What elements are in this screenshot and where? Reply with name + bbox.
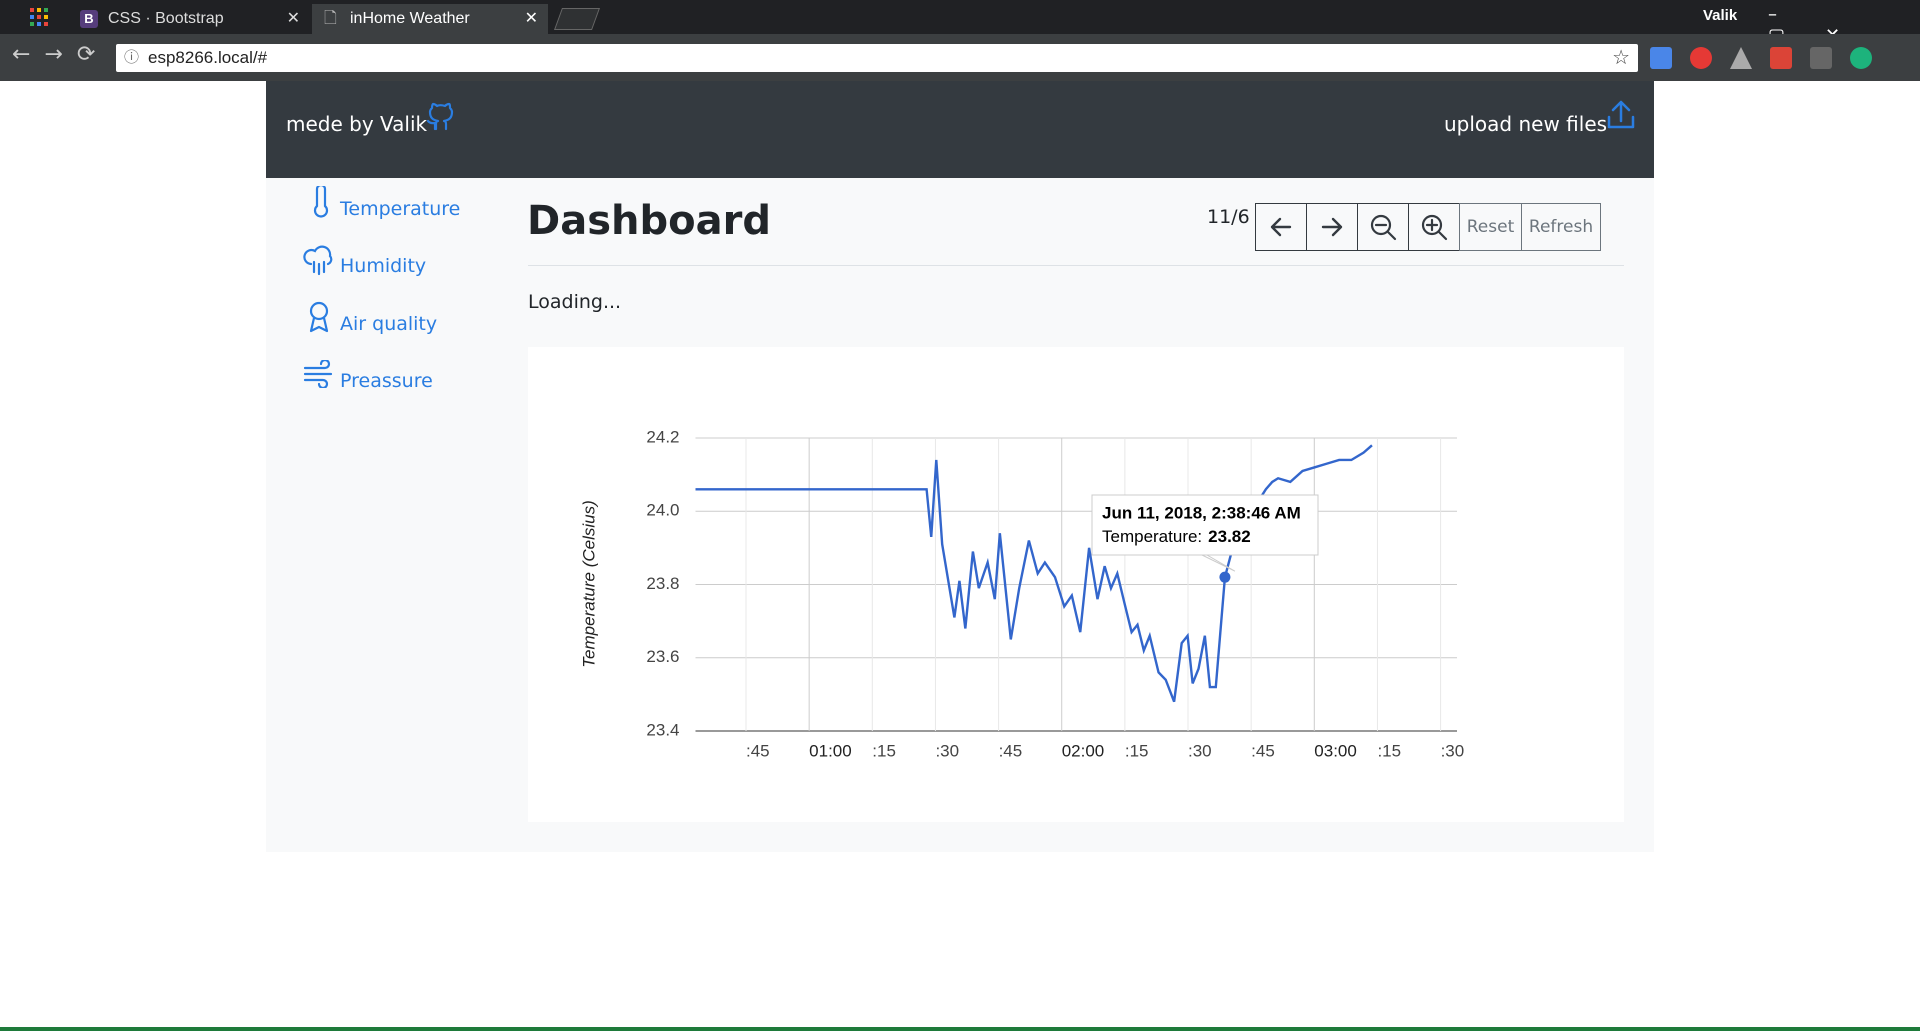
x-tick-label: :15 [1377, 741, 1401, 760]
tooltip-value: 23.82 [1208, 527, 1251, 546]
navbar: mede by Valik upload new files [266, 81, 1654, 178]
tab-title: CSS · Bootstrap [108, 10, 224, 27]
tooltip-body: Temperature: 23.82 [1102, 527, 1251, 546]
nav-buttons[interactable]: ←→⟳ [12, 42, 110, 67]
extensions [1650, 47, 1872, 69]
extension[interactable] [1690, 47, 1712, 69]
x-tick-label: :30 [935, 741, 959, 760]
tab-close[interactable]: ✕ [524, 10, 538, 27]
url-field[interactable]: ⓘ esp8266.local/# ☆ [116, 44, 1638, 72]
page-title: Dashboard [527, 198, 771, 244]
y-tick-label: 23.4 [646, 720, 679, 739]
new-tab[interactable] [553, 8, 601, 30]
x-tick-label: :30 [1188, 741, 1212, 760]
chart-panel: 23.4 23.6 23.8 24.0 24.2 :45 01:00 :15 :30 :45 02:… [528, 347, 1624, 822]
sidebar-link[interactable]: Preassure [340, 370, 433, 392]
sidebar-link[interactable]: Temperature [340, 198, 461, 220]
github-icon[interactable] [426, 99, 456, 131]
profile-name[interactable]: Valik [1703, 7, 1738, 24]
refresh-button[interactable]: Refresh [1521, 203, 1601, 251]
arrow-left-icon [1270, 217, 1292, 237]
bootstrap-icon: B [80, 10, 98, 28]
apps-icon[interactable] [30, 8, 48, 26]
tab-title: inHome Weather [350, 10, 470, 27]
brand[interactable]: mede by Valik [286, 112, 428, 136]
info-icon: ⓘ [124, 49, 140, 66]
chart: 23.4 23.6 23.8 24.0 24.2 :45 01:00 :15 :30 :45 02:… [579, 427, 1465, 760]
wind-icon [303, 360, 333, 388]
tab-close[interactable]: ✕ [286, 10, 300, 27]
status-text: Loading... [528, 291, 622, 313]
x-tick-label: :45 [1251, 741, 1275, 760]
sidebar-link[interactable]: Air quality [340, 313, 438, 335]
x-tick-label: 02:00 [1062, 741, 1105, 760]
y-tick-label: 24.2 [646, 427, 679, 446]
tab[interactable]: 🗋 inHome Weather ✕ [312, 4, 548, 34]
page-icon: 🗋 [324, 10, 337, 27]
x-tick-label: 03:00 [1314, 741, 1357, 760]
next-button[interactable] [1306, 203, 1358, 251]
arrow-right-icon [1321, 217, 1343, 237]
x-tick-label: :45 [999, 741, 1023, 760]
x-tick-label: 01:00 [809, 741, 852, 760]
tooltip-title: Jun 11, 2018, 2:38:46 AM [1102, 503, 1301, 522]
y-tick-label: 23.6 [646, 647, 679, 666]
extension[interactable] [1770, 47, 1792, 69]
zoom-in-icon [1421, 214, 1448, 241]
x-tick-label: :15 [872, 741, 896, 760]
prev-button[interactable] [1255, 203, 1307, 251]
url-text: esp8266.local/# [148, 48, 268, 67]
extension[interactable] [1730, 47, 1752, 69]
reset-button[interactable]: Reset [1459, 203, 1522, 251]
humidity-icon [303, 245, 333, 276]
x-tick-label: :15 [1125, 741, 1149, 760]
highlight-point [1219, 571, 1231, 583]
sidebar-link[interactable]: Humidity [340, 255, 427, 277]
bottom-bar [0, 1027, 1920, 1031]
tab-bar: B CSS · Bootstrap ✕ 🗋 inHome Weather ✕ V… [0, 0, 1920, 46]
tab[interactable]: B CSS · Bootstrap ✕ [70, 4, 310, 34]
y-tick-label: 24.0 [646, 501, 679, 520]
bookmark-star[interactable]: ☆ [1612, 47, 1630, 69]
tooltip-label: Temperature: [1102, 527, 1202, 546]
extension[interactable] [1810, 47, 1832, 69]
x-tick-label: :30 [1441, 741, 1465, 760]
thermometer-icon [313, 186, 329, 218]
extension[interactable] [1850, 47, 1872, 69]
upload-icon[interactable] [1606, 99, 1636, 131]
y-axis-title: Temperature (Celsius) [579, 500, 598, 668]
extension[interactable] [1650, 47, 1672, 69]
tooltip-box [1091, 494, 1319, 572]
zoom-out-icon [1370, 214, 1397, 241]
zoom-in-button[interactable] [1408, 203, 1460, 251]
y-tick-label: 23.8 [646, 574, 679, 593]
x-tick-label: :45 [746, 741, 770, 760]
divider [528, 265, 1624, 266]
button-group: Reset Refresh [1255, 203, 1601, 251]
zoom-out-button[interactable] [1357, 203, 1409, 251]
data-line [695, 444, 1373, 703]
upload-link[interactable]: upload new files [1444, 112, 1608, 136]
air-icon [309, 301, 329, 333]
page-indicator: 11/6 [1207, 206, 1250, 228]
